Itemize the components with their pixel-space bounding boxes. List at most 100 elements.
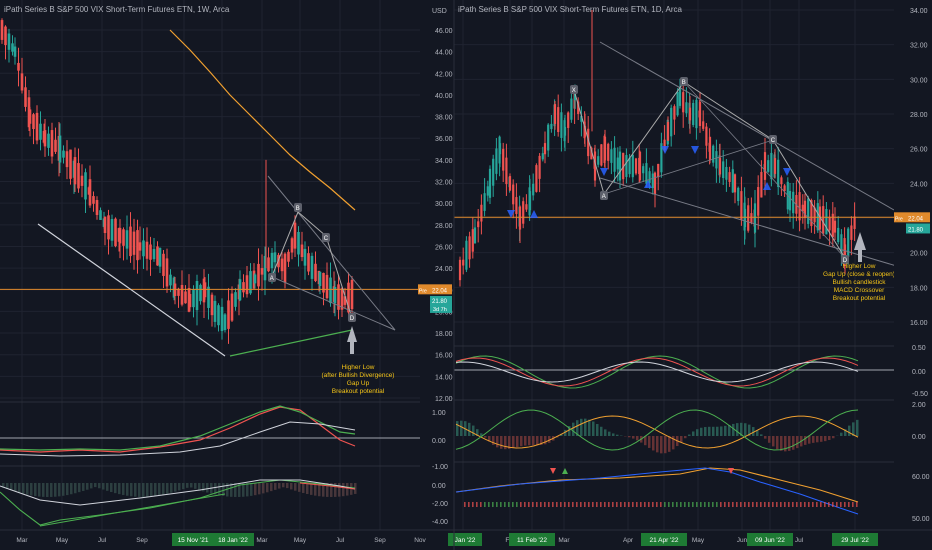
histogram-bar <box>636 436 639 441</box>
histogram-bar <box>234 483 237 497</box>
candle-body <box>666 122 670 141</box>
histogram-bar <box>198 483 201 491</box>
histogram-bar <box>346 483 349 496</box>
candle-body <box>322 272 325 293</box>
candle-body <box>757 187 760 216</box>
signal-tick <box>804 502 806 507</box>
candle-body <box>853 216 856 229</box>
histogram-bar <box>756 430 759 436</box>
signal-tick <box>856 502 858 507</box>
pattern-marker <box>322 233 330 242</box>
candle-body <box>837 227 840 243</box>
histogram-bar <box>808 436 811 444</box>
histogram-bar <box>254 483 257 496</box>
left-panel[interactable]: A B C D Higher Low(after Bullish Divergence)… <box>0 0 454 530</box>
candle-body <box>458 259 462 281</box>
signal-tick <box>696 502 698 507</box>
candle-body <box>114 218 117 247</box>
price-tick-label: 34.00 <box>435 158 453 165</box>
annotation-line: Bullish candlestick <box>832 279 886 286</box>
pattern-label: C <box>324 236 329 242</box>
left-time-axis[interactable]: Mar May Jul Sep 15 Nov '21 18 Jan '22 Mar May Ju… <box>0 529 454 546</box>
candle-body <box>217 305 220 326</box>
histogram-bar <box>94 483 97 488</box>
histogram-bar <box>190 483 193 488</box>
histogram-bar <box>298 483 301 492</box>
price-tick-label: 28.00 <box>435 223 453 230</box>
histogram-bar <box>110 483 113 493</box>
time-label-highlight <box>448 533 482 546</box>
signal-tick <box>656 502 658 507</box>
channel-upper <box>599 41 895 211</box>
indicator-tick-label: 50.00 <box>912 516 930 523</box>
candle-body <box>505 157 508 185</box>
histogram-bar <box>10 483 13 491</box>
histogram-bar <box>278 483 281 489</box>
histogram-bar <box>548 436 551 443</box>
candle-body <box>468 236 471 260</box>
histogram-bar <box>326 483 329 497</box>
histogram-bar <box>680 436 683 443</box>
candle-body <box>535 165 538 192</box>
signal-tick <box>740 502 742 507</box>
candle-body <box>80 175 84 186</box>
histogram-bar <box>290 483 293 490</box>
histogram-bar <box>286 483 289 489</box>
signal-tick <box>812 502 814 507</box>
histogram-bar <box>26 483 29 495</box>
histogram-bar <box>74 483 77 494</box>
signal-tick <box>836 502 838 507</box>
left-price-axis[interactable]: USD 46.00 44.00 42.00 40.00 38.00 36.00 34.00 3… <box>418 0 454 530</box>
candle-body <box>486 186 489 196</box>
candle-body <box>747 205 750 231</box>
candle-body <box>583 125 587 137</box>
signal-tick <box>544 502 546 507</box>
candle-body <box>492 158 495 186</box>
signal-tick <box>788 502 790 507</box>
time-label-highlight <box>747 533 793 546</box>
indicator-tick-label: 0.00 <box>432 483 446 490</box>
histogram-bar <box>122 483 125 495</box>
candle-body <box>780 177 783 185</box>
histogram-bar <box>472 425 475 436</box>
annotation-line: MACD Crossover <box>834 287 885 294</box>
candle-body <box>828 216 831 231</box>
candle-body <box>753 203 757 233</box>
histogram-bar <box>182 483 185 490</box>
price-tick-label: 38.00 <box>435 115 453 122</box>
right-price-axis[interactable]: 34.0032.0030.0028.0026.0024.0022.0020.00… <box>894 0 932 530</box>
indicator-tick-label: -1.00 <box>432 464 448 471</box>
candle-body <box>763 152 767 180</box>
signal-tick <box>848 502 850 507</box>
signal-tick <box>776 502 778 507</box>
candle-body <box>227 300 230 329</box>
price-tick-label: 18.00 <box>910 285 928 292</box>
candle-body <box>725 167 728 180</box>
candle-body <box>502 148 505 171</box>
candle-body <box>702 121 705 129</box>
histogram-bar <box>130 483 133 497</box>
histogram-bar <box>488 436 491 442</box>
price-tick-label: 16.00 <box>435 353 453 360</box>
candle-body <box>477 221 480 228</box>
histogram-bar <box>230 483 233 497</box>
candle-body <box>184 291 187 304</box>
candle-body <box>245 275 249 295</box>
candle-body <box>307 253 310 272</box>
candle-body <box>616 157 619 170</box>
signal-tick <box>852 502 854 507</box>
histogram-bar <box>760 434 763 436</box>
histogram-bar <box>314 483 317 496</box>
candle-body <box>610 149 613 163</box>
signal-tick <box>504 502 506 507</box>
indicator-tick-label: 60.00 <box>912 474 930 481</box>
candle-body <box>199 284 202 302</box>
candle-body <box>156 246 159 266</box>
candle-body <box>283 253 287 283</box>
candle-body <box>528 191 532 211</box>
candle-body <box>290 238 294 253</box>
indicator-tick-label: 0.00 <box>912 434 926 441</box>
candle-body <box>473 227 477 244</box>
